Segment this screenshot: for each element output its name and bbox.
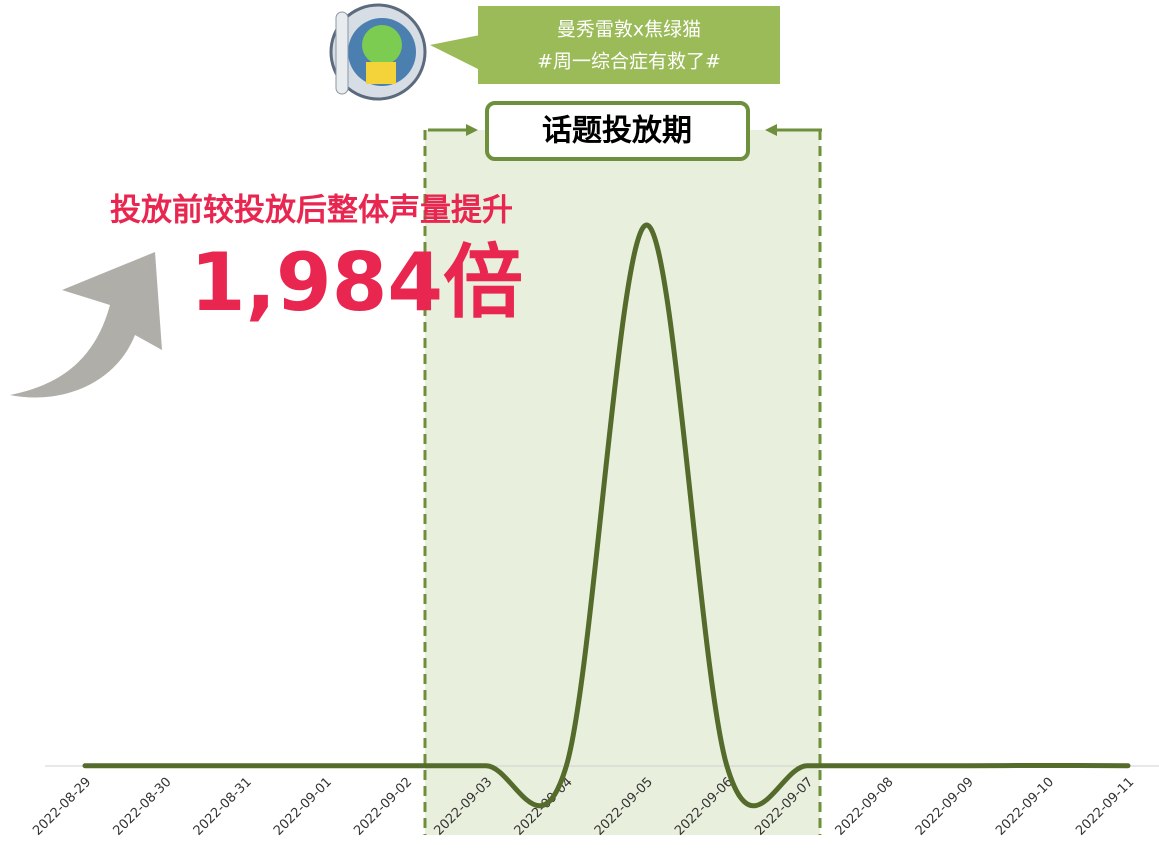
callout-text: 曼秀雷敦x焦绿猫 [557, 19, 701, 41]
period-shade [425, 130, 820, 835]
x-tick-label: 2022-09-09 [913, 775, 977, 839]
cat-body [366, 62, 396, 84]
period-label: 话题投放期 [542, 114, 692, 149]
callout-text: #周一综合症有救了# [537, 51, 721, 73]
x-tick-label: 2022-09-08 [833, 775, 897, 839]
thermometer [335, 11, 349, 95]
headline: 投放前较投放后整体声量提升 [110, 193, 513, 229]
cat-face [362, 25, 402, 65]
x-tick-label: 2022-09-02 [351, 775, 415, 839]
arrow-head [466, 124, 478, 136]
x-tick-label: 2022-09-01 [271, 775, 335, 839]
multiple: 1,984倍 [190, 236, 523, 329]
line [82, 222, 1131, 809]
x-tick-label: 2022-08-29 [30, 775, 94, 839]
x-tick-label: 2022-09-11 [1073, 775, 1137, 839]
x-tick-label: 2022-08-31 [191, 775, 255, 839]
arrow-head [765, 124, 777, 136]
up-arrow [10, 252, 162, 398]
callout-box [478, 6, 780, 84]
callout-tail [430, 35, 480, 70]
period-box [485, 101, 750, 161]
x-tick-label: 2022-09-10 [993, 775, 1057, 839]
x-tick-label: 2022-08-30 [110, 775, 174, 839]
